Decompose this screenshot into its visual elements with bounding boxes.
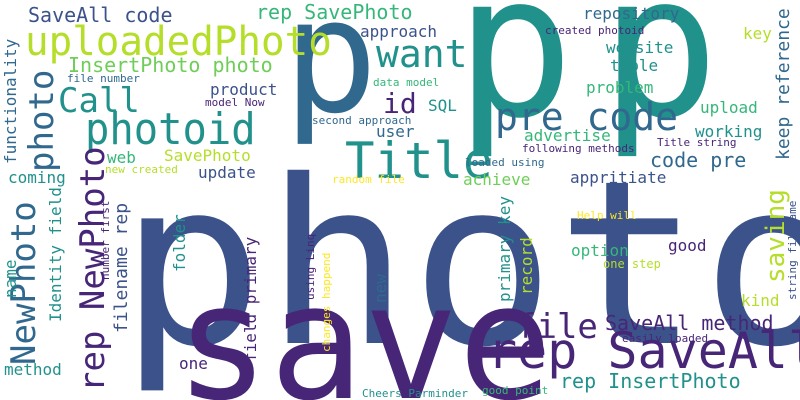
word-rep-insertphoto: rep InsertPhoto	[560, 369, 741, 393]
word-new-vertical: new	[371, 274, 390, 303]
word-achieve: achieve	[463, 170, 531, 189]
word-save: save	[175, 249, 553, 400]
word-product: product	[210, 80, 278, 99]
word-coming: coming	[8, 168, 66, 187]
word-saveall-method: SaveAll method	[605, 311, 774, 335]
word-pre-code: pre code	[495, 95, 679, 139]
word-random-file: random file	[332, 173, 405, 186]
word-title: Title	[345, 132, 493, 190]
word-appritiate: appritiate	[570, 168, 667, 187]
word-data-model: data model	[373, 76, 440, 89]
word-good: good	[668, 236, 707, 255]
word-call: Call	[58, 81, 140, 121]
word-one: one	[179, 354, 208, 373]
word-insertphoto-photo: InsertPhoto photo	[68, 53, 273, 77]
word-second-approach: second approach	[312, 114, 412, 127]
word-number-first-vertical: number first	[99, 200, 112, 280]
word-good-point: good point	[482, 384, 549, 397]
word-web: web	[107, 148, 136, 167]
word-uploadedphoto: uploadedPhoto	[25, 19, 332, 65]
word-sql: SQL	[428, 96, 457, 115]
word-approach: approach	[360, 22, 438, 41]
word-id: id	[383, 87, 417, 120]
word-one-step: one step	[603, 257, 661, 271]
word-filename-rep-vertical: filename rep	[111, 202, 132, 333]
word-rep-savephoto: rep SavePhoto	[256, 0, 413, 24]
word-title-string: Title string	[657, 136, 737, 149]
word-string-filename-vertical: string filename	[786, 200, 799, 300]
word-working: working	[695, 122, 763, 141]
word-file: file	[516, 307, 598, 347]
word-key: key	[743, 24, 772, 43]
word-photoid: photoid	[85, 104, 256, 155]
word-want: want	[376, 32, 468, 76]
word-photo-vertical: photo	[22, 69, 62, 172]
word-loaded-using: loaded using	[465, 156, 545, 169]
word-record-vertical: record	[517, 237, 536, 295]
word-file-number: file number	[67, 72, 140, 85]
word-identity-field-vertical: Identity field	[46, 187, 65, 322]
word-p-middle: p	[455, 0, 575, 162]
word-savephoto: SavePhoto	[164, 146, 251, 165]
word-primary-key-vertical: primary key	[495, 196, 514, 302]
word-folder-vertical: folder	[170, 214, 189, 272]
word-field-primary-vertical: field primary	[241, 236, 260, 362]
word-photo-main: photo	[119, 131, 800, 397]
word-cheers-parminder: Cheers Parminder	[362, 387, 468, 400]
word-help-will: Help will	[577, 209, 637, 222]
word-model-now: model Now	[205, 96, 265, 109]
word-method: method	[4, 360, 62, 379]
word-kind: kind	[741, 291, 780, 310]
word-problem: problem	[586, 78, 654, 97]
word-rep-saveall: rep SaveAll	[487, 322, 800, 380]
word-keep-reference-vertical: keep reference	[773, 8, 794, 160]
word-created-photoid: created photoid	[545, 24, 645, 37]
word-repository: repository	[583, 4, 680, 23]
word-update: update	[198, 163, 256, 182]
word-p-left: p	[283, 0, 379, 149]
word-name-vertical: name	[1, 259, 20, 298]
word-following-methods: following methods	[522, 142, 635, 155]
word-table: table	[610, 56, 659, 75]
word-changes-happend-vertical: changes happend	[320, 252, 333, 352]
word-new-created: new created	[105, 163, 178, 176]
word-easily-loaded: easily loaded	[622, 332, 709, 345]
word-p-right: p	[600, 0, 720, 162]
word-code-pre: code pre	[650, 148, 747, 172]
word-functionality-vertical: functionality	[1, 38, 20, 164]
word-user: user	[376, 122, 415, 141]
word-saveall-code: SaveAll code	[28, 3, 173, 27]
word-option: option	[571, 241, 629, 260]
word-website: website	[606, 38, 674, 57]
word-upload: upload	[700, 98, 758, 117]
word-using-linq-vertical: using Linq	[304, 233, 317, 300]
word-advertise: advertise	[524, 126, 611, 145]
